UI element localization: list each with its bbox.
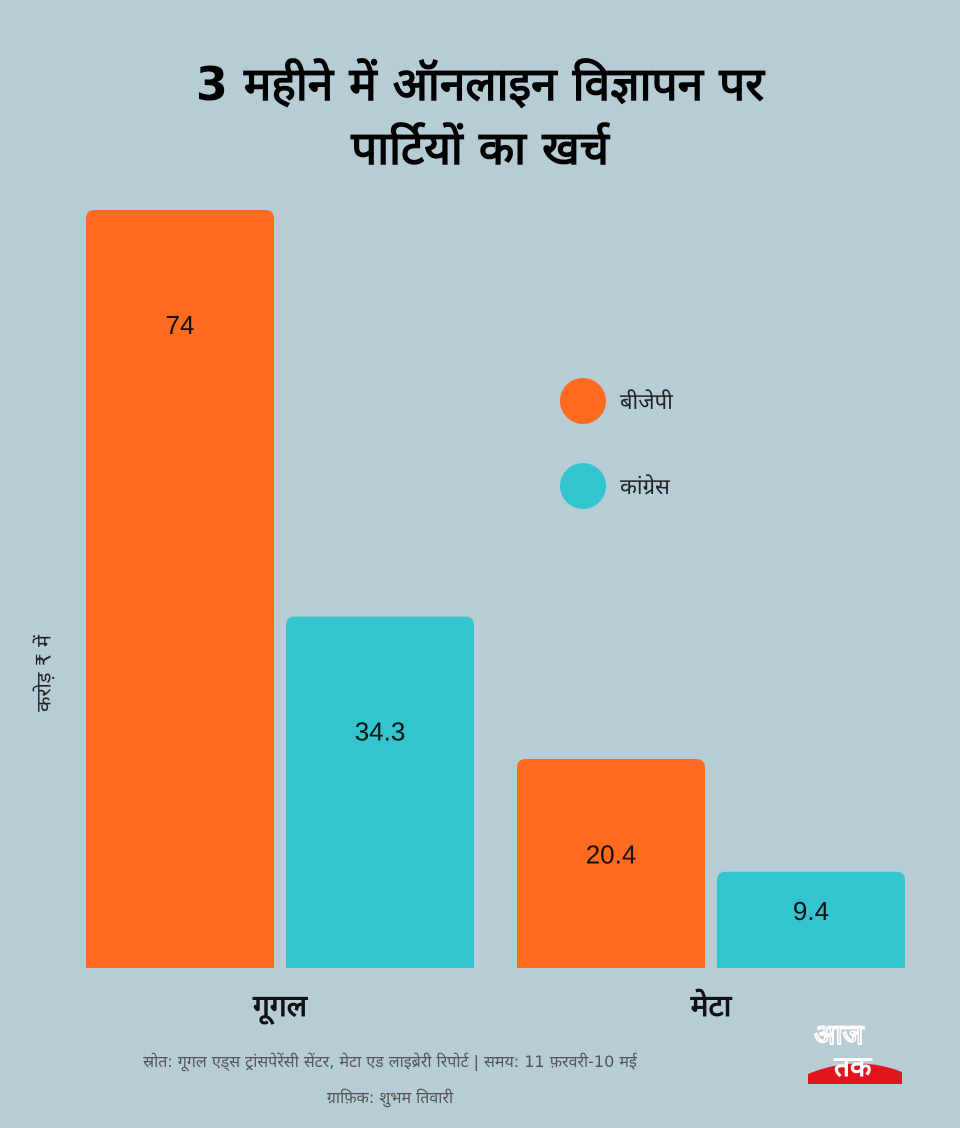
legend-item-bjp: बीजेपी [560,378,673,424]
legend-item-congress: कांग्रेस [560,463,670,509]
graphic-credit: ग्राफ़िक: शुभम तिवारी [326,1088,454,1107]
legend-swatch-bjp [560,378,606,424]
chart-title-line-2: पार्टियों का खर्च [351,121,609,175]
bar-value-label-1-1: 9.4 [793,896,829,926]
legend-label-congress: कांग्रेस [620,475,670,500]
bar-1-1 [717,871,905,968]
category-label-0: गूगल [252,989,309,1025]
bar-value-label-1-0: 20.4 [586,840,637,870]
bar-value-label-0-0: 74 [166,310,195,340]
logo-line-1: आज [814,1018,865,1051]
bar-0-1 [286,616,474,968]
bar-chart: 74 34.3 गूगल 20.4 9.4 मेटा [86,210,905,1025]
chart-title: 3 महीने में ऑनलाइन विज्ञापन पर पार्टियों… [0,52,960,180]
logo-swoosh [808,1063,902,1084]
source-note: स्रोत: गूगल एड्स ट्रांसपेरेंसी सेंटर, मे… [143,1052,637,1071]
bar-1-0 [517,759,705,968]
legend-swatch-congress [560,463,606,509]
bar-value-label-0-1: 34.3 [355,717,406,747]
chart-title-line-1: 3 महीने में ऑनलाइन विज्ञापन पर [195,57,765,111]
legend-label-bjp: बीजेपी [620,390,673,415]
category-label-1: मेटा [690,988,733,1024]
logo-line-2: तक [833,1050,873,1083]
aajtak-logo: आज तक [808,1018,902,1084]
bar-0-0 [86,210,274,968]
